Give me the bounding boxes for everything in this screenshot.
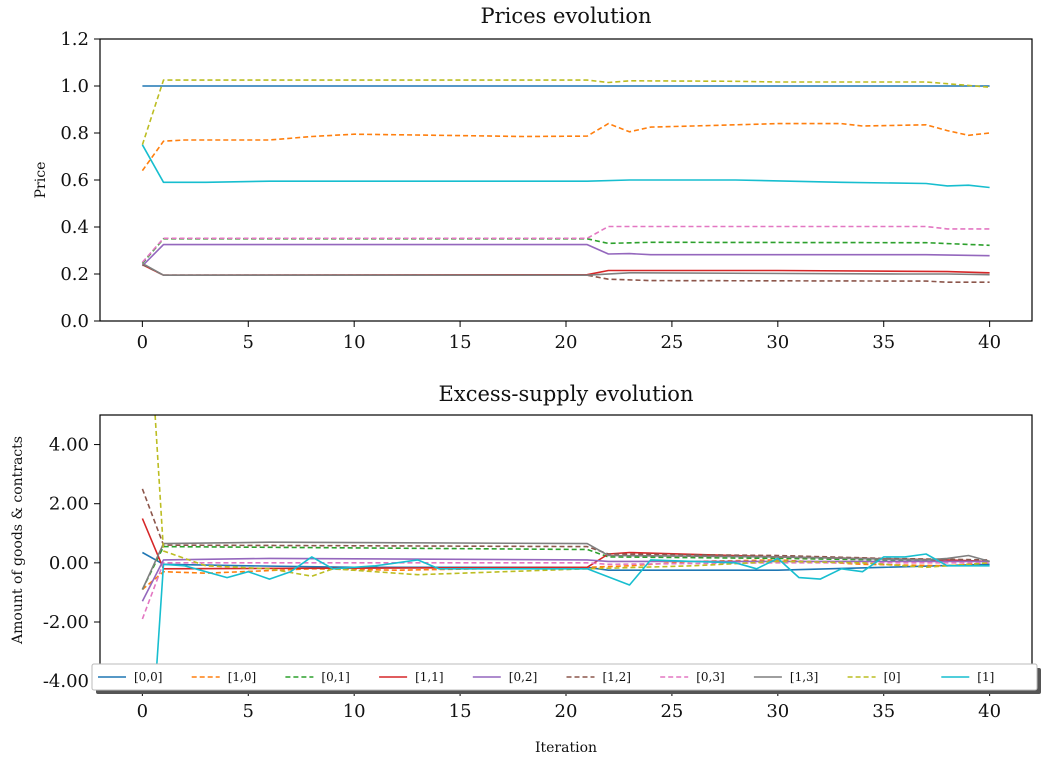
excess-supply-x-tick-label: 30 [766, 701, 789, 722]
excess-supply-x-tick-label: 35 [872, 701, 895, 722]
prices-x-tick-label: 35 [872, 332, 895, 353]
legend-label: [0,1] [321, 670, 349, 684]
legend-label: [1] [977, 670, 994, 684]
prices-y-tick-label: 1.0 [60, 76, 89, 97]
legend-label: [0,2] [509, 670, 537, 684]
excess-supply-y-tick-label: 2.00 [49, 494, 89, 515]
excess-supply-x-tick-label: 5 [243, 701, 254, 722]
prices-x-tick-label: 20 [555, 332, 578, 353]
prices-chart-title: Prices evolution [480, 4, 651, 28]
prices-y-tick-label: 0.6 [60, 170, 89, 191]
excess-supply-plot-frame [99, 414, 1033, 691]
excess-supply-series-line-[1,3] [141, 541, 990, 590]
excess-supply-x-tick-label: 10 [343, 701, 366, 722]
excess-supply-series-line-[1] [154, 553, 990, 690]
prices-chart: Prices evolution Price 0 5 10 15 20 25 30 35 40 0… [33, 4, 1033, 353]
prices-series-line-p03 [141, 225, 990, 263]
legend-label: [1,0] [228, 670, 256, 684]
prices-x-tick-label: 15 [449, 332, 472, 353]
excess-supply-y-tick-label: 0.00 [49, 553, 89, 574]
excess-supply-x-tick-label: 20 [555, 701, 578, 722]
excess-supply-x-tick-label: 15 [449, 701, 472, 722]
excess-supply-chart-title: Excess-supply evolution [439, 382, 694, 406]
prices-y-tick-label: 0.0 [60, 311, 89, 332]
prices-x-tick-label: 25 [660, 332, 683, 353]
prices-x-tick-label: 30 [766, 332, 789, 353]
legend-label: [0,0] [134, 670, 162, 684]
prices-y-tick-label: 0.2 [60, 264, 89, 285]
legend-box [91, 663, 1038, 691]
prices-x-tick-label: 5 [243, 332, 254, 353]
excess-supply-y-tick-label: 4.00 [49, 435, 89, 456]
excess-supply-x-axis-label: Iteration [535, 740, 597, 756]
prices-x-tick-label: 0 [137, 332, 148, 353]
legend-label: [1,1] [415, 670, 443, 684]
prices-series-line-p10 [141, 122, 990, 172]
excess-supply-series-line-[0,3] [141, 561, 990, 620]
excess-supply-x-tick-label: 0 [137, 701, 148, 722]
legend-label: [1,3] [790, 670, 818, 684]
excess-supply-series-line-[0,1] [141, 545, 990, 590]
prices-x-tick-label: 40 [978, 332, 1001, 353]
excess-supply-series-line-[0] [154, 415, 990, 578]
excess-supply-series-line-[1,0] [141, 559, 990, 591]
prices-y-axis-label: Price [33, 162, 49, 199]
legend-label: [0,3] [696, 670, 724, 684]
excess-supply-x-tick-label: 25 [660, 701, 683, 722]
excess-supply-y-tick-label: -4.00 [43, 671, 89, 692]
excess-supply-y-axis-label: Amount of goods & contracts [10, 436, 26, 645]
legend-label: [0] [884, 670, 901, 684]
prices-series-line-p02 [141, 243, 990, 267]
excess-supply-x-tick-label: 40 [978, 701, 1001, 722]
prices-series-line-p12 [142, 263, 990, 284]
prices-series-line-p13 [142, 262, 990, 277]
prices-x-tick-label: 10 [343, 332, 366, 353]
excess-supply-chart: Excess-supply evolution Amount of goods … [10, 382, 1041, 756]
prices-y-tick-label: 0.4 [60, 217, 89, 238]
prices-series-line-p1 [141, 144, 990, 189]
prices-y-tick-label: 1.2 [60, 29, 89, 50]
excess-supply-y-tick-label: -2.00 [43, 612, 89, 633]
prices-series-line-p0 [141, 79, 990, 146]
legend-label: [1,2] [603, 670, 631, 684]
prices-series-line-p01 [141, 238, 990, 264]
prices-y-tick-label: 0.8 [60, 123, 89, 144]
